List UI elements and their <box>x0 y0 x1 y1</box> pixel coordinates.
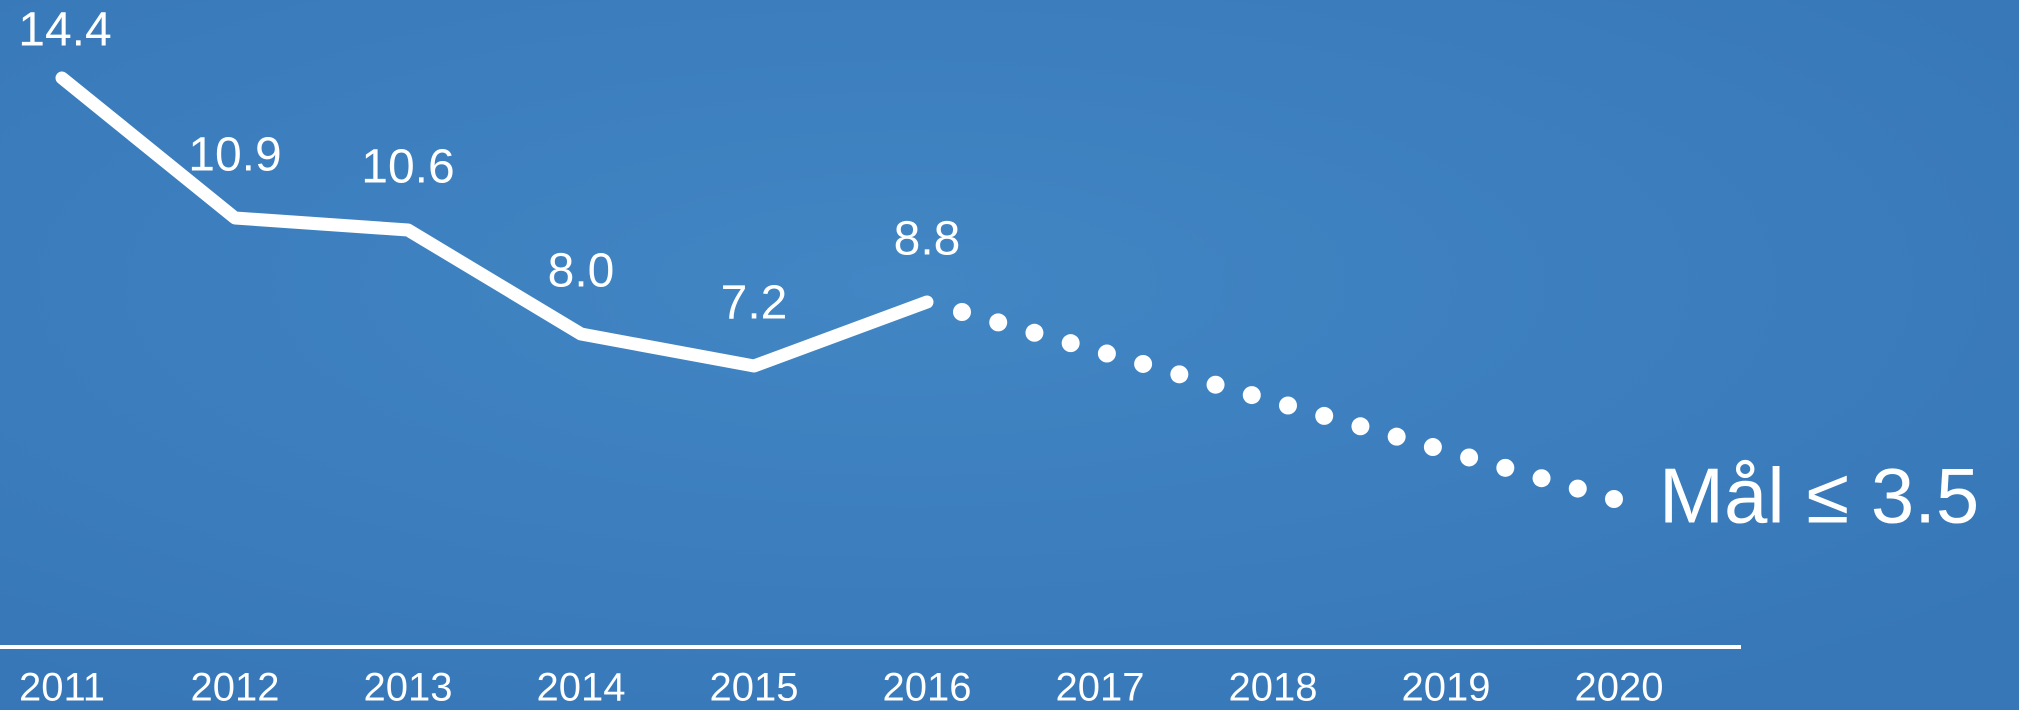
x-tick-label: 2013 <box>364 666 453 710</box>
trend-dot <box>1243 386 1261 404</box>
chart: 2011 2012 2013 2014 2015 2016 2017 2018 2019 2020… <box>0 0 2019 710</box>
trend-dot <box>1207 376 1225 394</box>
trend-dot <box>953 303 971 321</box>
trend-dot <box>1170 365 1188 383</box>
trend-dot <box>989 313 1007 331</box>
trend-dot <box>1569 480 1587 498</box>
value-label: 10.9 <box>188 129 281 182</box>
trend-dot <box>1533 469 1551 487</box>
trend-dot <box>1098 345 1116 363</box>
value-label: 8.0 <box>548 245 615 298</box>
trend-dot <box>1605 490 1623 508</box>
trend-dot <box>1134 355 1152 373</box>
trend-dot <box>1351 417 1369 435</box>
trend-dot <box>1062 334 1080 352</box>
trend-dot <box>1025 324 1043 342</box>
value-label: 14.4 <box>18 4 111 57</box>
x-tick-label: 2011 <box>19 666 105 710</box>
x-tick-label: 2015 <box>710 666 799 710</box>
x-tick-label: 2020 <box>1575 666 1664 710</box>
target-label: Mål ≤ 3.5 <box>1659 452 1979 540</box>
trend-dot <box>1460 448 1478 466</box>
x-tick-label: 2016 <box>883 666 972 710</box>
value-label: 10.6 <box>361 141 454 194</box>
x-tick-label: 2017 <box>1056 666 1145 710</box>
trend-dot <box>1279 397 1297 415</box>
value-label: 7.2 <box>721 277 788 330</box>
x-tick-label: 2019 <box>1402 666 1491 710</box>
x-tick-label: 2014 <box>537 666 626 710</box>
trend-dot <box>1315 407 1333 425</box>
background <box>0 0 2019 710</box>
trend-dot <box>1496 459 1514 477</box>
trend-dot <box>1424 438 1442 456</box>
x-tick-label: 2018 <box>1229 666 1318 710</box>
value-label: 8.8 <box>894 213 961 266</box>
x-tick-label: 2012 <box>191 666 280 710</box>
trend-dot <box>1388 428 1406 446</box>
